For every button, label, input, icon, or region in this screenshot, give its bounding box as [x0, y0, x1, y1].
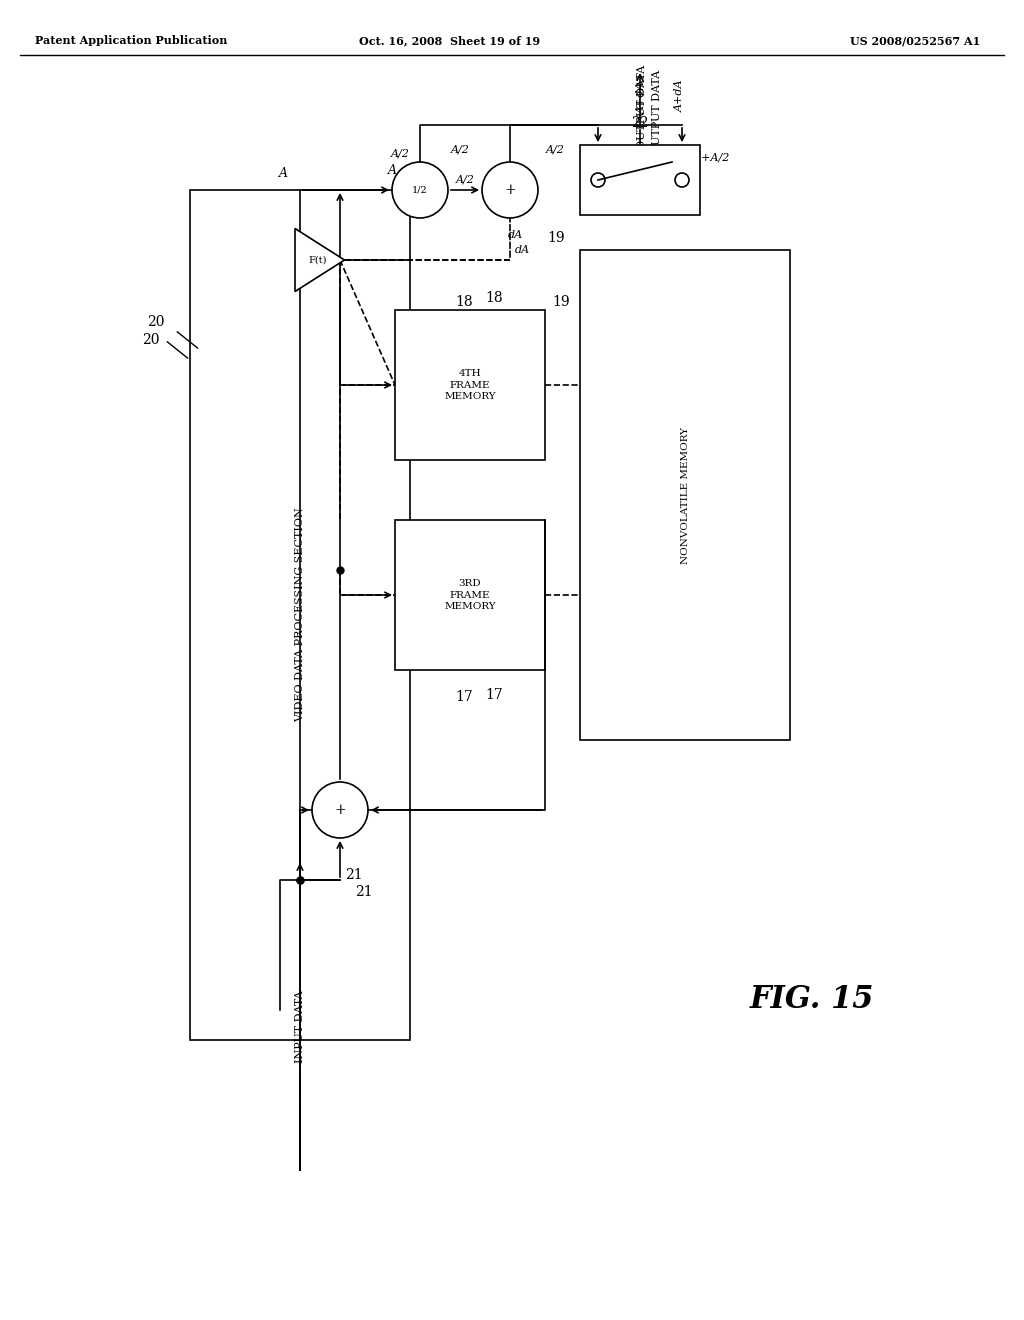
Bar: [395, 310, 545, 459]
Text: 20: 20: [142, 333, 160, 347]
Text: Oct. 16, 2008  Sheet 19 of 19: Oct. 16, 2008 Sheet 19 of 19: [359, 36, 541, 46]
Text: A+dA: A+dA: [675, 81, 685, 112]
Bar: [580, 249, 790, 741]
Circle shape: [482, 162, 538, 218]
Text: 21: 21: [355, 884, 373, 899]
Text: 1/2: 1/2: [412, 186, 428, 194]
Circle shape: [591, 173, 605, 187]
Text: VIDEO DATA PROCESSING SECTION: VIDEO DATA PROCESSING SECTION: [295, 508, 305, 722]
Text: 19: 19: [548, 231, 565, 246]
Text: dA+A/2: dA+A/2: [610, 145, 653, 154]
Text: 4TH
FRAME
MEMORY: 4TH FRAME MEMORY: [444, 368, 496, 401]
Text: OUTPUT DATA: OUTPUT DATA: [637, 65, 647, 149]
Text: 20: 20: [147, 315, 165, 329]
Text: INPUT DATA: INPUT DATA: [295, 990, 305, 1063]
Text: 19: 19: [552, 294, 570, 309]
Text: NONVOLATILE MEMORY: NONVOLATILE MEMORY: [681, 426, 689, 564]
Bar: [395, 520, 545, 671]
Text: US 2008/0252567 A1: US 2008/0252567 A1: [850, 36, 980, 46]
Circle shape: [392, 162, 449, 218]
Text: OUTPUT DATA: OUTPUT DATA: [652, 70, 662, 154]
Text: 3RD
FRAME
MEMORY: 3RD FRAME MEMORY: [444, 578, 496, 611]
Bar: [580, 145, 700, 215]
Text: dA+A/2: dA+A/2: [687, 153, 730, 162]
Text: Patent Application Publication: Patent Application Publication: [35, 36, 227, 46]
Text: 18: 18: [485, 290, 503, 305]
Text: A/2: A/2: [456, 176, 474, 185]
Text: A: A: [387, 164, 396, 177]
Text: FIG. 15: FIG. 15: [750, 985, 874, 1015]
Text: 22: 22: [631, 116, 649, 129]
Polygon shape: [295, 228, 344, 292]
Text: 18: 18: [455, 294, 473, 309]
Text: A+dA: A+dA: [637, 82, 647, 115]
Text: A/2: A/2: [391, 149, 410, 158]
Text: A/2: A/2: [546, 145, 564, 154]
Text: +: +: [334, 803, 346, 817]
Circle shape: [312, 781, 368, 838]
Text: dA: dA: [508, 230, 522, 240]
Text: 17: 17: [485, 688, 503, 702]
Text: 21: 21: [345, 869, 362, 882]
Text: A/2: A/2: [451, 145, 469, 154]
Text: dA: dA: [515, 246, 530, 255]
Text: 17: 17: [455, 690, 473, 704]
Text: +: +: [504, 183, 516, 197]
Text: F(t): F(t): [308, 256, 327, 264]
Text: A: A: [279, 168, 288, 180]
Bar: [190, 190, 410, 1040]
Circle shape: [675, 173, 689, 187]
